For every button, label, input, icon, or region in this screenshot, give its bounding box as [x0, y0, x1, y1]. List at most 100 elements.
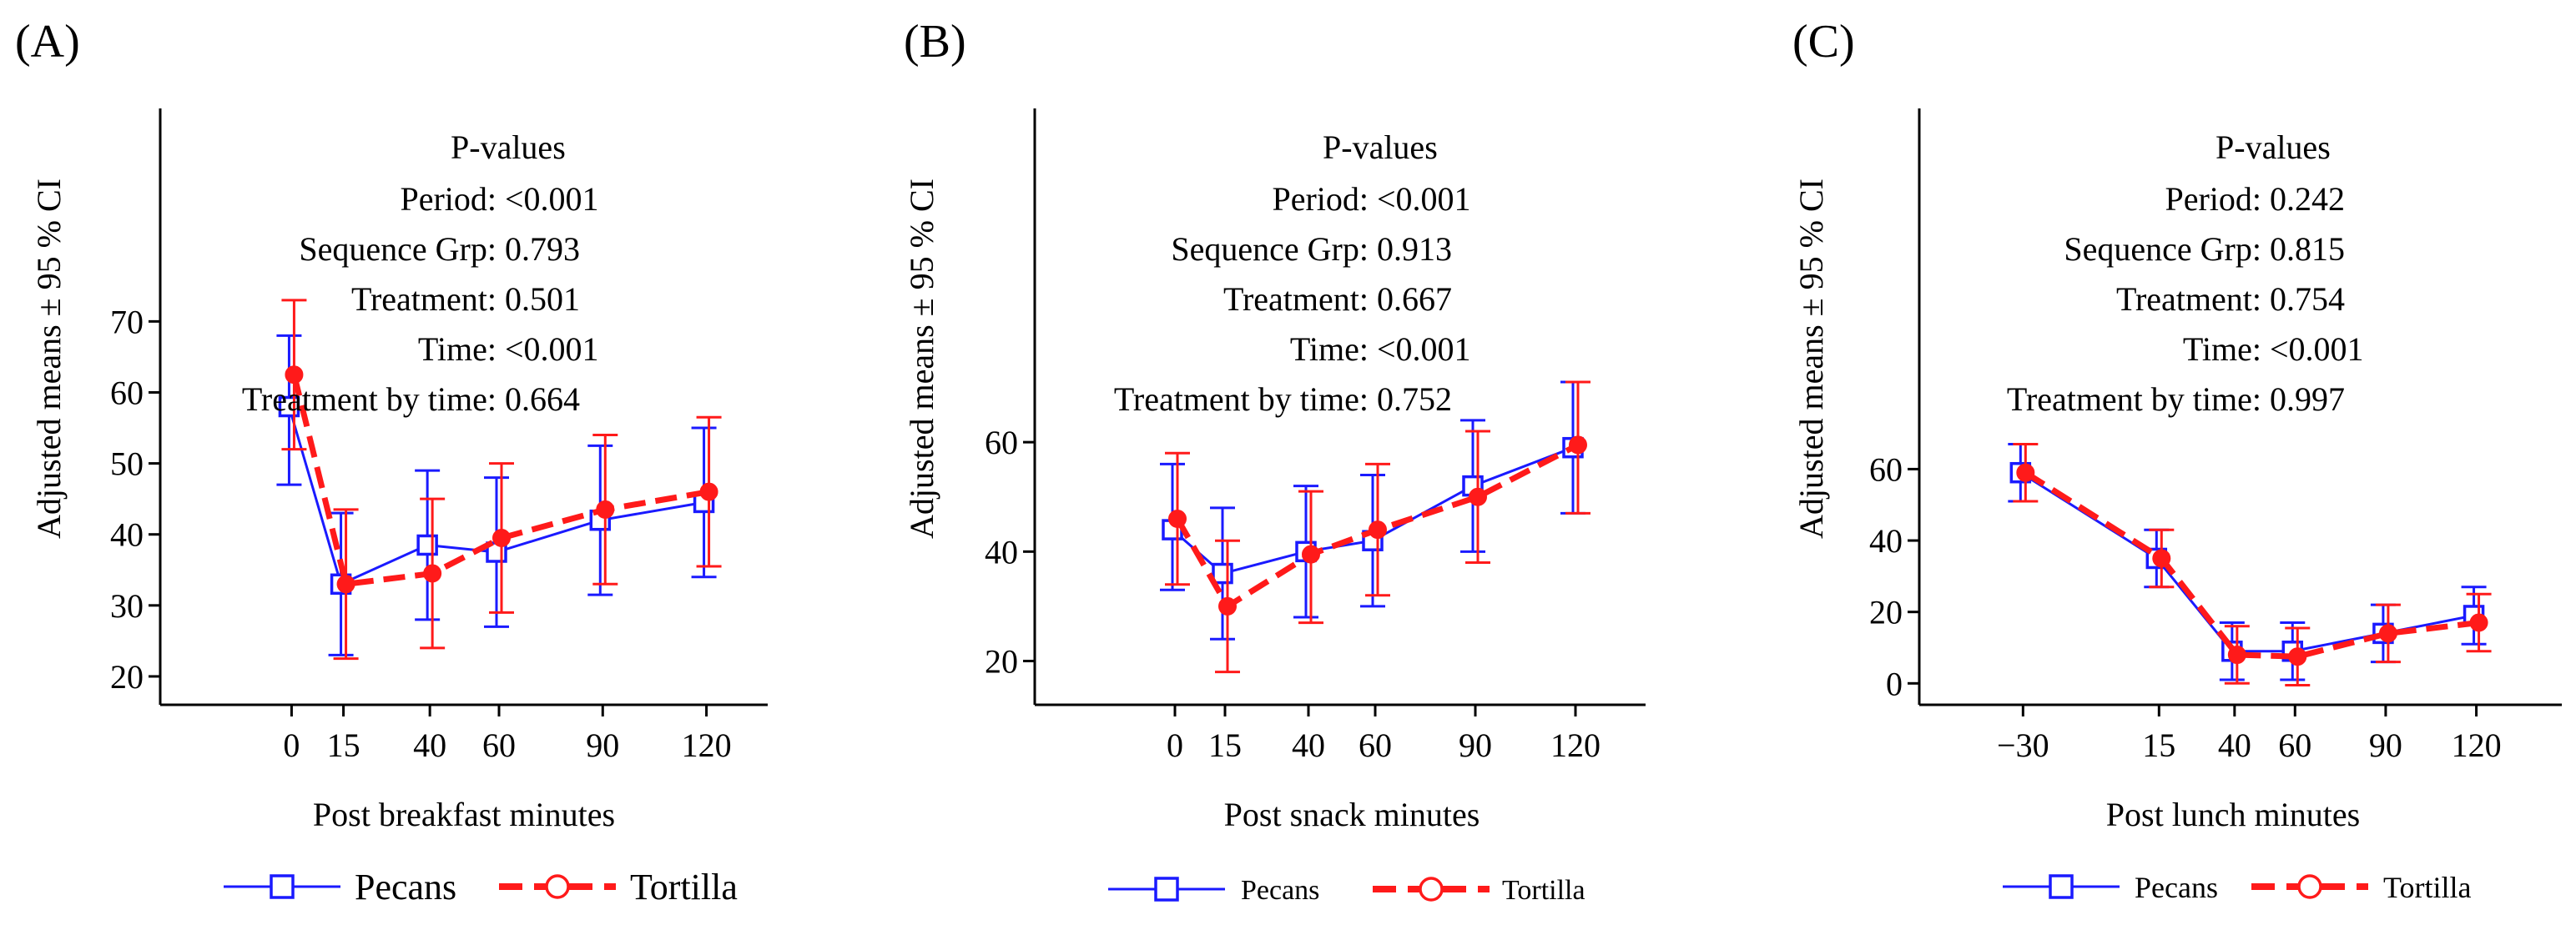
data-point-tortilla [699, 482, 718, 501]
y-tick-label: 40 [985, 533, 1018, 571]
series-line-tortilla [1174, 442, 1580, 610]
pvalue-value-sequence: 0.815 [2270, 230, 2345, 268]
x-tick-label: 60 [1359, 726, 1392, 764]
legend-label-tortilla: Tortilla [630, 867, 738, 907]
y-ticks: 0 20 40 60 [1869, 450, 1919, 702]
x-ticks: −30 15 40 60 90 120 [1997, 705, 2502, 764]
legend-label-pecans: Pecans [355, 867, 456, 907]
pvalue-label-treatment: Treatment: [351, 280, 497, 318]
x-ticks: 0 15 40 60 90 120 [1167, 705, 1601, 764]
y-tick-label: 60 [985, 424, 1018, 461]
pvalue-value-sequence: 0.913 [1377, 230, 1452, 268]
panel-label: (C) [1792, 16, 1855, 68]
x-tick-label: 60 [2278, 726, 2311, 764]
legend-marker-tortilla [1419, 877, 1444, 902]
legend-marker-pecans [2049, 874, 2074, 899]
series-tortilla [2013, 442, 2492, 686]
pvalue-value-treatment: 0.667 [1377, 280, 1452, 318]
y-tick-label: 70 [110, 303, 144, 340]
y-tick-label: 20 [1869, 594, 1903, 631]
y-axis-label: Adjusted means ± 95 % CI [903, 178, 940, 539]
y-tick-label: 60 [110, 374, 144, 411]
series-line-pecans [2019, 471, 2474, 653]
data-point-pecans [416, 534, 438, 556]
x-axis-label: Post lunch minutes [2106, 796, 2360, 833]
legend-marker-pecans [270, 874, 295, 899]
data-point-tortilla [2288, 647, 2307, 666]
data-point-tortilla [2016, 463, 2035, 482]
legend-label-tortilla: Tortilla [1502, 875, 1585, 906]
data-point-tortilla [336, 575, 355, 594]
x-tick-label: 0 [1167, 726, 1183, 764]
y-tick-label: 0 [1886, 665, 1903, 702]
y-tick-label: 40 [110, 516, 144, 554]
panel-label: (B) [904, 16, 966, 68]
pvalue-label-period: Period: [400, 180, 497, 218]
data-point-tortilla [1218, 596, 1237, 616]
plot-area [1160, 380, 1590, 674]
data-point-tortilla [2469, 613, 2488, 632]
y-ticks: 20 40 60 [985, 424, 1035, 681]
plot-area [2008, 442, 2492, 686]
y-tick-label: 40 [1869, 522, 1903, 560]
p-values-box: P-values Period: 0.242 Sequence Grp: 0.8… [2007, 128, 2364, 418]
pvalue-value-period: <0.001 [1377, 180, 1471, 218]
pvalue-label-treatment-by-time: Treatment by time: [1114, 380, 1369, 418]
pvalue-value-time: <0.001 [505, 330, 599, 368]
data-point-tortilla [1369, 520, 1387, 540]
legend: Pecans Tortilla [2003, 871, 2471, 904]
pvalue-label-treatment: Treatment: [2116, 280, 2261, 318]
data-point-tortilla [1302, 545, 1320, 564]
x-tick-label: 40 [413, 726, 446, 764]
series-pecans [2008, 442, 2487, 681]
pvalue-label-sequence: Sequence Grp: [299, 230, 497, 268]
p-values-box: P-values Period: <0.001 Sequence Grp: 0.… [1114, 128, 1471, 418]
y-tick-label: 20 [985, 643, 1018, 681]
pvalue-label-period: Period: [2165, 180, 2261, 218]
pvalue-value-treatment: 0.754 [2270, 280, 2345, 318]
pvalue-label-period: Period: [1272, 180, 1369, 218]
x-tick-label: 15 [2142, 726, 2175, 764]
pvalue-value-treatment-by-time: 0.664 [505, 380, 580, 418]
y-tick-label: 30 [110, 587, 144, 625]
pvalue-value-treatment-by-time: 0.997 [2270, 380, 2345, 418]
data-point-tortilla [423, 564, 442, 583]
pvalue-label-sequence: Sequence Grp: [2064, 230, 2261, 268]
data-point-tortilla [1469, 487, 1487, 506]
x-tick-label: 90 [1459, 726, 1492, 764]
pvalue-label-time: Time: [1290, 330, 1369, 368]
pvalue-value-time: <0.001 [2270, 330, 2364, 368]
x-tick-label: 40 [1292, 726, 1325, 764]
pvalue-value-treatment: 0.501 [505, 280, 580, 318]
y-tick-label: 60 [1869, 450, 1903, 488]
data-point-tortilla [285, 365, 304, 385]
legend-marker-tortilla [545, 874, 570, 899]
x-axis-label: Post breakfast minutes [313, 796, 615, 833]
y-axis-label: Adjusted means ± 95 % CI [1792, 178, 1830, 539]
x-tick-label: 60 [482, 726, 516, 764]
panel-a: (A) Adjusted means ± 95 % CI 20 30 40 50 60 7… [15, 16, 768, 907]
y-tick-label: 50 [110, 445, 144, 483]
x-ticks: 0 15 40 60 90 120 [283, 705, 732, 764]
x-tick-label: 120 [1550, 726, 1601, 764]
x-tick-label: 40 [2218, 726, 2251, 764]
x-tick-label: 90 [586, 726, 619, 764]
data-point-tortilla [1569, 435, 1587, 455]
y-axis-label: Adjusted means ± 95 % CI [30, 178, 68, 539]
x-tick-label: 90 [2369, 726, 2402, 764]
panel-b: (B) Adjusted means ± 95 % CI 20 40 60 0 15 4… [903, 16, 1646, 906]
series-line-tortilla [291, 374, 710, 587]
x-tick-label: −30 [1997, 726, 2049, 764]
pvalue-value-treatment-by-time: 0.752 [1377, 380, 1452, 418]
pvalue-label-treatment-by-time: Treatment by time: [242, 380, 497, 418]
legend-label-tortilla: Tortilla [2383, 871, 2471, 904]
data-point-tortilla [1168, 509, 1187, 528]
pvalue-value-period: 0.242 [2270, 180, 2345, 218]
p-values-title: P-values [1323, 128, 1438, 166]
pvalue-value-period: <0.001 [505, 180, 599, 218]
data-point-pecans [1212, 562, 1233, 585]
data-point-tortilla [596, 500, 615, 519]
p-values-box: P-values Period: <0.001 Sequence Grp: 0.… [242, 128, 599, 418]
data-point-tortilla [492, 528, 511, 547]
